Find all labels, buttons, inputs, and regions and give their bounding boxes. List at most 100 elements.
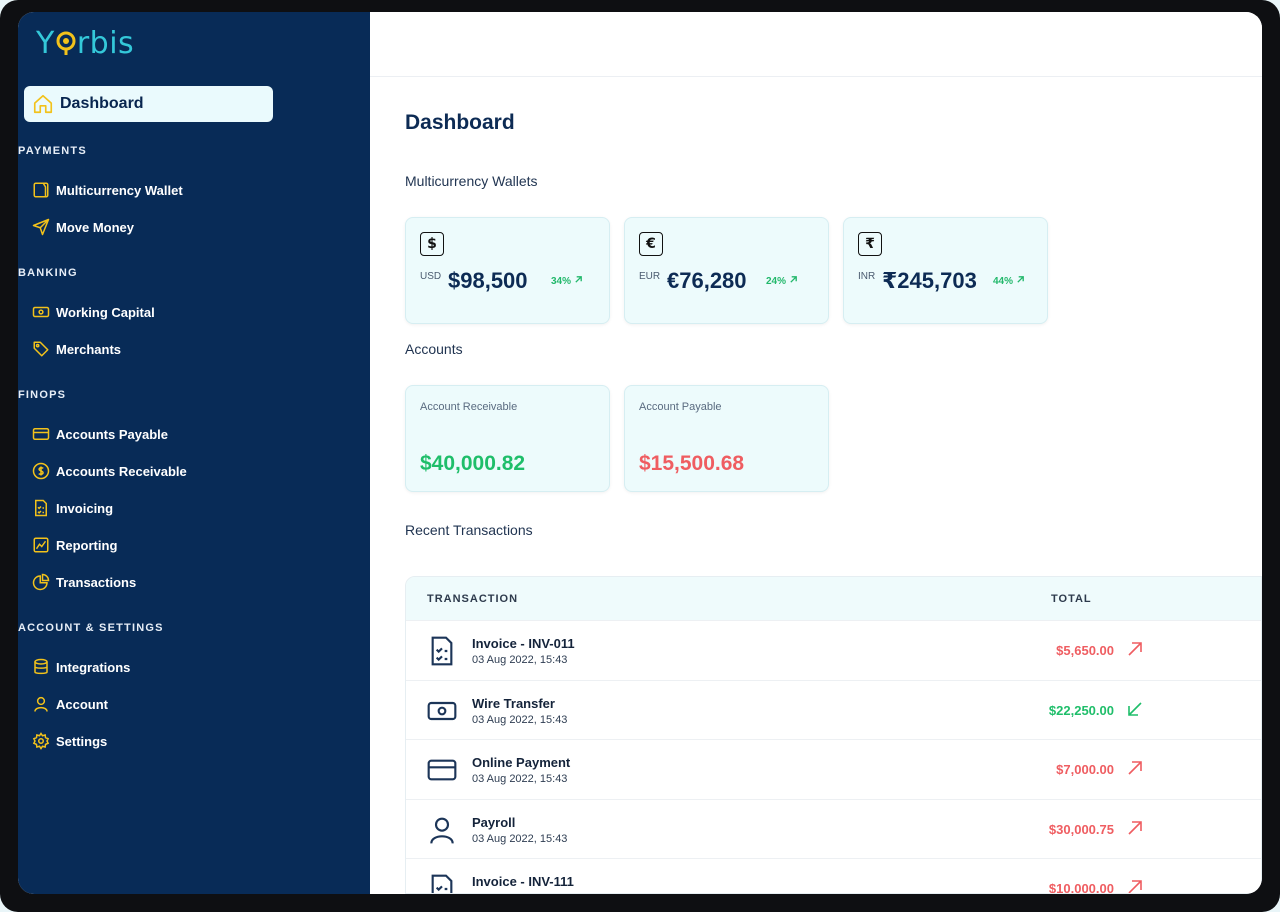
- transactions-table: TRANSACTION TOTAL Invoice - INV-011 03 Au…: [405, 576, 1262, 894]
- home-icon: [32, 93, 54, 115]
- transaction-amount: $22,250.00: [1048, 702, 1114, 718]
- transaction-amount: $5,650.00: [1056, 643, 1114, 658]
- wallets-heading: Multicurrency Wallets: [405, 173, 538, 189]
- currency-code: EUR: [639, 271, 661, 282]
- invoice-icon: [426, 635, 458, 667]
- sidebar-item-account[interactable]: Account: [30, 692, 108, 716]
- account-label: Account Receivable: [420, 401, 518, 413]
- sidebar-item-multicurrency-wallet[interactable]: Multicurrency Wallet: [30, 178, 183, 202]
- arrow-up-right-icon: [789, 276, 798, 287]
- section-title-banking: BANKING: [18, 267, 78, 279]
- send-icon: [30, 216, 52, 238]
- column-header-transaction[interactable]: TRANSACTION: [427, 593, 519, 605]
- top-bar: [370, 12, 1262, 77]
- page-title: Dashboard: [405, 111, 515, 134]
- logo-text-pre: Y: [36, 25, 55, 61]
- transaction-name: Wire Transfer: [472, 695, 555, 711]
- transaction-amount: $10,000.00: [1048, 881, 1114, 894]
- euro-icon: €: [639, 232, 663, 256]
- invoice-icon: [426, 873, 458, 893]
- sidebar-item-reporting[interactable]: Reporting: [30, 533, 117, 557]
- cash-icon: [426, 695, 458, 727]
- wallet-amount: $98,500: [448, 268, 528, 293]
- wallet-card-inr[interactable]: ₹ INR ₹245,703 44%: [843, 217, 1048, 324]
- sidebar-item-label: Accounts Payable: [56, 426, 168, 442]
- recent-transactions-heading: Recent Transactions: [405, 522, 533, 538]
- account-amount: $40,000.82: [420, 452, 526, 475]
- table-row[interactable]: Invoice - INV-111 03 Aug 2022, 15:43 $10,0…: [406, 858, 1261, 894]
- wallet-amount: €76,280: [667, 268, 747, 293]
- tag-icon: [30, 338, 52, 360]
- sidebar-item-accounts-payable[interactable]: Accounts Payable: [30, 422, 168, 446]
- wallet-icon: [30, 179, 52, 201]
- accounts-heading: Accounts: [405, 341, 463, 357]
- section-title-account-settings: ACCOUNT & SETTINGS: [18, 622, 164, 634]
- table-row[interactable]: Payroll 03 Aug 2022, 15:43 $30,000.75: [406, 798, 1261, 858]
- table-row[interactable]: Online Payment 03 Aug 2022, 15:43 $7,000.0…: [406, 739, 1261, 799]
- arrow-up-right-icon: [1126, 759, 1144, 777]
- table-header: TRANSACTION TOTAL: [406, 577, 1261, 620]
- change-percent: 24%: [766, 275, 798, 287]
- user-icon: [426, 814, 458, 846]
- currency-code: INR: [858, 271, 876, 282]
- sidebar: Y rbis Dashboard PAYMENTS: [18, 12, 370, 894]
- transaction-date: 03 Aug 2022, 15:43: [472, 773, 568, 785]
- sidebar-item-label: Accounts Receivable: [56, 463, 187, 479]
- transaction-name: Invoice - INV-111: [472, 874, 574, 889]
- transaction-name: Online Payment: [472, 755, 571, 770]
- sidebar-item-accounts-receivable[interactable]: Accounts Receivable: [30, 459, 187, 483]
- gear-icon: [30, 730, 52, 752]
- wallet-card-usd[interactable]: $ USD $98,500 34%: [405, 217, 610, 324]
- sidebar-item-integrations[interactable]: Integrations: [30, 655, 130, 679]
- change-value: 34%: [551, 276, 572, 287]
- arrow-up-right-icon: [1016, 276, 1025, 287]
- sidebar-item-label: Multicurrency Wallet: [56, 182, 183, 198]
- change-value: 24%: [766, 276, 787, 287]
- sidebar-item-label: Transactions: [56, 574, 137, 590]
- sidebar-item-dashboard[interactable]: Dashboard: [24, 86, 273, 122]
- section-title-payments: PAYMENTS: [18, 145, 87, 157]
- transaction-amount: $7,000.00: [1056, 762, 1114, 777]
- wallet-card-eur[interactable]: € EUR €76,280 24%: [624, 217, 829, 324]
- logo-text-post: rbis: [76, 25, 135, 61]
- arrow-up-right-icon: [1126, 640, 1144, 658]
- sidebar-item-label: Integrations: [56, 659, 131, 675]
- transaction-name: Payroll: [472, 814, 516, 830]
- chart-icon: [30, 534, 52, 556]
- table-row[interactable]: Wire Transfer 03 Aug 2022, 15:43 $22,250.0…: [406, 679, 1261, 739]
- arrow-up-right-icon: [1126, 819, 1144, 837]
- sidebar-item-label: Reporting: [56, 537, 118, 553]
- change-percent: 44%: [993, 275, 1025, 287]
- sidebar-item-move-money[interactable]: Move Money: [30, 215, 134, 239]
- wallet-amount: ₹245,703: [882, 268, 977, 293]
- sidebar-item-settings[interactable]: Settings: [30, 729, 107, 753]
- table-row[interactable]: Invoice - INV-011 03 Aug 2022, 15:43 $5,65…: [406, 620, 1261, 680]
- sidebar-item-label: Account: [56, 696, 108, 712]
- table-body: Invoice - INV-011 03 Aug 2022, 15:43 $5,65…: [406, 620, 1261, 894]
- sidebar-item-working-capital[interactable]: Working Capital: [30, 300, 155, 324]
- sidebar-item-merchants[interactable]: Merchants: [30, 337, 121, 361]
- account-receivable-card[interactable]: Account Receivable $40,000.82: [405, 385, 610, 492]
- account-amount: $15,500.68: [639, 452, 745, 475]
- card-icon: [426, 754, 458, 786]
- database-icon: [30, 656, 52, 678]
- sidebar-item-label: Invoicing: [56, 500, 114, 516]
- transaction-date: 03 Aug 2022, 15:43: [472, 654, 568, 666]
- account-payable-card[interactable]: Account Payable $15,500.68: [624, 385, 829, 492]
- logo-pin-icon: [55, 30, 77, 56]
- dollar-circle-icon: [30, 460, 52, 482]
- brand-logo[interactable]: Y rbis: [36, 25, 135, 61]
- sidebar-item-invoicing[interactable]: Invoicing: [30, 496, 113, 520]
- currency-code: USD: [420, 271, 442, 282]
- sidebar-item-label: Working Capital: [56, 304, 155, 320]
- account-label: Account Payable: [639, 401, 722, 413]
- app-window: Y rbis Dashboard PAYMENTS: [18, 12, 1262, 894]
- transaction-date: 03 Aug 2022, 15:43: [472, 832, 568, 845]
- transaction-date: 03 Aug 2022, 15:43: [472, 713, 568, 726]
- cash-icon: [30, 301, 52, 323]
- transaction-name: Invoice - INV-011: [472, 636, 575, 651]
- column-header-total[interactable]: TOTAL: [1051, 593, 1092, 605]
- sidebar-item-transactions[interactable]: Transactions: [30, 570, 136, 594]
- rupee-icon: ₹: [858, 232, 882, 256]
- section-title-finops: FINOPS: [18, 389, 67, 401]
